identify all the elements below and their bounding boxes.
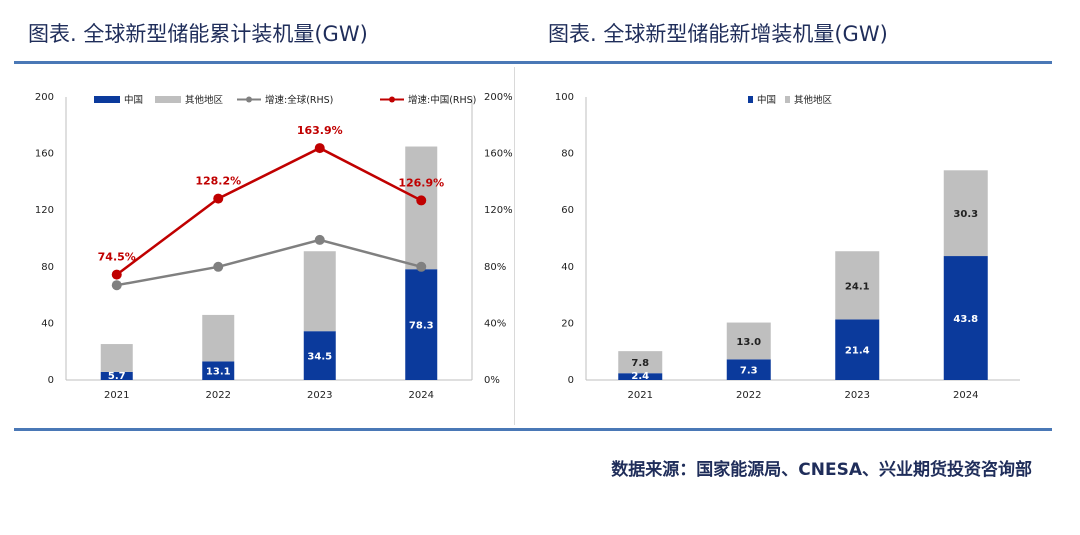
bar-other xyxy=(835,251,880,320)
legend-swatch xyxy=(785,96,790,103)
y-tick-label: 80 xyxy=(561,149,574,160)
data-label-china: 21.4 xyxy=(845,346,870,357)
y-right-tick-label: 160% xyxy=(484,149,513,160)
legend-swatch-marker xyxy=(246,96,252,103)
point-growth-china xyxy=(111,269,122,280)
y-right-tick-label: 120% xyxy=(484,205,513,216)
y-right-tick-label: 0% xyxy=(484,375,500,386)
bar-other xyxy=(202,314,235,362)
point-growth-global xyxy=(314,234,325,245)
y-tick-label: 40 xyxy=(561,262,574,273)
bar-other xyxy=(100,344,133,372)
y-right-tick-label: 40% xyxy=(484,318,506,329)
data-label-china: 7.3 xyxy=(740,366,758,377)
x-tick-label: 2024 xyxy=(953,390,978,401)
y-tick-label: 80 xyxy=(41,262,54,273)
x-tick-label: 2022 xyxy=(736,390,761,401)
left-chart-title: 图表. 全球新型储能累计装机量(GW) xyxy=(28,22,368,46)
legend-swatch xyxy=(94,96,120,103)
legend-label: 增速:中国(RHS) xyxy=(408,94,476,106)
data-label-china: 2.4 xyxy=(631,371,649,382)
bar-other xyxy=(303,251,336,332)
data-label-china: 43.8 xyxy=(953,314,978,325)
y-tick-label: 0 xyxy=(48,375,54,386)
bar-other xyxy=(405,146,438,270)
bar-china xyxy=(943,256,988,380)
data-label-growth-china: 128.2% xyxy=(195,175,241,188)
legend-label: 中国 xyxy=(124,94,143,106)
bar-china xyxy=(303,331,336,380)
y-tick-label: 60 xyxy=(561,205,574,216)
data-label-other: 13.0 xyxy=(736,337,761,348)
point-growth-china xyxy=(314,143,325,154)
bar-china xyxy=(726,359,771,380)
x-tick-label: 2022 xyxy=(206,390,231,401)
right-chart-title: 图表. 全球新型储能新增装机量(GW) xyxy=(548,22,888,46)
data-label-other: 24.1 xyxy=(845,281,870,292)
cumulative-chart: 0 40 80 120 160 200 0% 40% 80% 120% 160% 200% 2021 20… xyxy=(35,92,513,401)
bar-china xyxy=(202,361,235,380)
point-growth-global xyxy=(416,261,427,272)
bar-china xyxy=(835,319,880,380)
bar-other xyxy=(618,351,663,374)
y-right-tick-label: 80% xyxy=(484,262,506,273)
data-label-china: 78.3 xyxy=(409,321,434,332)
x-tick-label: 2021 xyxy=(104,390,129,401)
bar-other xyxy=(726,322,771,360)
new-installs-chart: 0 20 40 60 80 100 2021 2022 2023 2024 2.4 7.8 7.3 13.… xyxy=(555,92,1020,401)
y-tick-label: 0 xyxy=(568,375,574,386)
y-tick-label: 160 xyxy=(35,149,54,160)
y-tick-label: 100 xyxy=(555,92,574,103)
top-divider xyxy=(14,61,1052,64)
legend-label: 增速:全球(RHS) xyxy=(265,94,333,106)
legend-swatch xyxy=(155,96,181,103)
x-tick-label: 2021 xyxy=(628,390,653,401)
cumulative-chart-panel: 0 40 80 120 160 200 0% 40% 80% 120% 160% 200% 2021 20… xyxy=(14,67,515,425)
data-label-china: 13.1 xyxy=(206,367,231,378)
legend-label: 其他地区 xyxy=(794,94,833,106)
legend-label: 中国 xyxy=(757,94,776,106)
data-label-china: 34.5 xyxy=(307,352,332,363)
data-label-other: 30.3 xyxy=(953,209,978,220)
y-tick-label: 20 xyxy=(561,318,574,329)
y-tick-label: 120 xyxy=(35,205,54,216)
legend-label: 其他地区 xyxy=(185,94,224,106)
x-tick-label: 2024 xyxy=(409,390,434,401)
y-tick-label: 40 xyxy=(41,318,54,329)
x-tick-label: 2023 xyxy=(307,390,332,401)
line-growth-china xyxy=(116,146,422,276)
x-tick-label: 2023 xyxy=(845,390,870,401)
point-growth-china xyxy=(213,193,224,204)
bottom-divider xyxy=(14,428,1052,431)
y-right-tick-label: 200% xyxy=(484,92,513,103)
legend-swatch-marker xyxy=(389,96,395,103)
data-label-other: 7.8 xyxy=(631,358,649,369)
point-growth-global xyxy=(111,280,122,291)
new-installs-chart-panel: 0 20 40 60 80 100 2021 2022 2023 2024 2.4 7.8 7.3 13.… xyxy=(540,67,1052,425)
bar-china xyxy=(405,269,438,380)
bar-china xyxy=(618,373,663,380)
data-label-growth-china: 74.5% xyxy=(98,251,136,264)
data-source-note: 数据来源：国家能源局、CNESA、兴业期货投资咨询部 xyxy=(611,460,1032,480)
data-label-growth-china: 126.9% xyxy=(398,176,444,189)
y-tick-label: 200 xyxy=(35,92,54,103)
line-growth-global xyxy=(116,238,422,287)
data-label-growth-china: 163.9% xyxy=(297,124,343,137)
data-label-china: 5.7 xyxy=(108,371,126,382)
bar-other xyxy=(943,170,988,257)
point-growth-global xyxy=(213,261,224,272)
bar-china xyxy=(100,371,133,380)
point-growth-china xyxy=(416,195,427,206)
legend-swatch xyxy=(748,96,753,103)
